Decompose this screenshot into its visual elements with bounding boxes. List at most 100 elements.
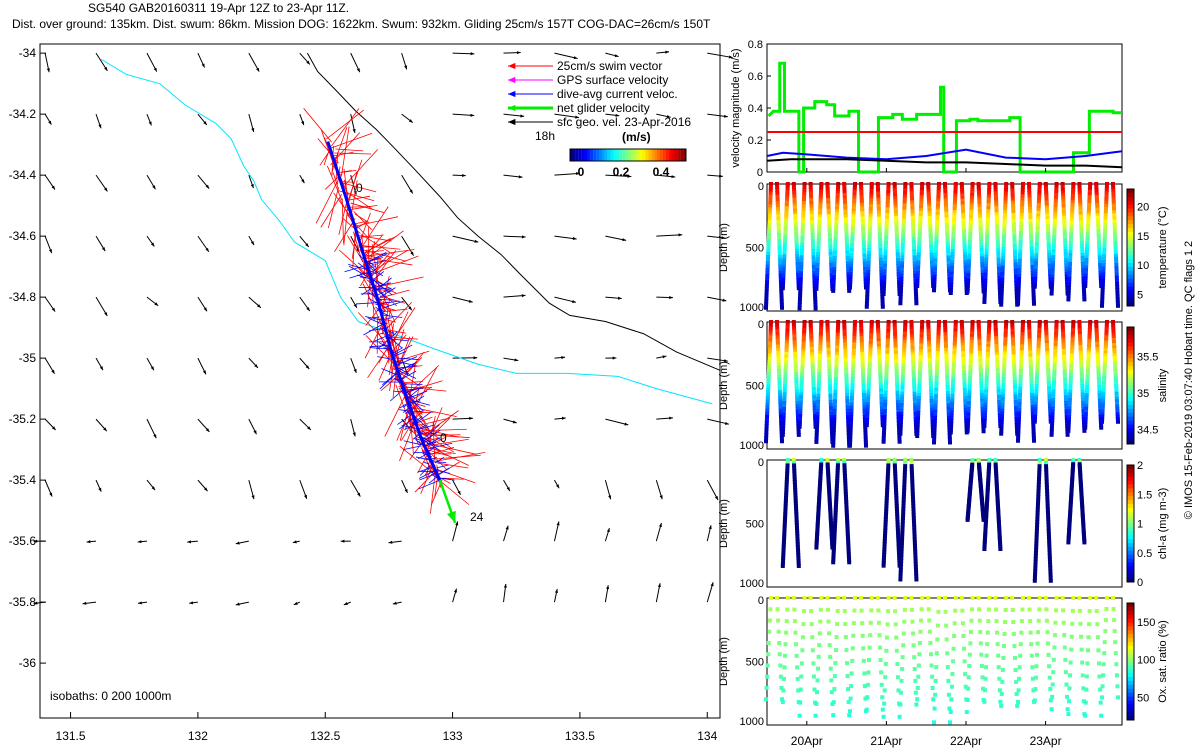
- colorbar-tick-label: 0.2: [613, 165, 630, 179]
- profile-point: [796, 280, 801, 285]
- profile-point: [1046, 523, 1051, 528]
- profile-point: [977, 193, 982, 198]
- profile-point: [879, 263, 884, 268]
- profile-point: [784, 477, 789, 482]
- geo-velocity-arrow-head: [305, 365, 310, 369]
- profile-point: [1028, 224, 1033, 229]
- profile-point: [794, 380, 799, 385]
- profile-point: [869, 194, 874, 199]
- profile-point: [1101, 278, 1106, 283]
- profile-point: [1103, 358, 1108, 363]
- profile-point: [894, 487, 899, 492]
- profile-point: [885, 471, 890, 476]
- profile-point: [1045, 221, 1050, 226]
- profile-point: [1068, 241, 1073, 246]
- profile-point: [798, 411, 803, 416]
- profile-point: [1048, 566, 1053, 571]
- profile-point: [1028, 356, 1033, 361]
- profile-point: [765, 277, 770, 282]
- profile-point: [764, 299, 769, 304]
- profile-point: [910, 473, 915, 478]
- profile-point: [927, 346, 932, 351]
- profile-point: [902, 206, 907, 211]
- profile-point: [977, 195, 982, 200]
- profile-point: [1000, 408, 1005, 413]
- profile-point: [818, 198, 823, 203]
- profile-point: [875, 185, 880, 190]
- profile-point: [1002, 368, 1007, 373]
- profile-point: [884, 378, 889, 383]
- profile-point: [884, 221, 889, 226]
- profile-point: [909, 194, 914, 199]
- profile-point: [1115, 294, 1120, 299]
- profile-colorbar-segment: [1127, 302, 1134, 307]
- profile-point: [900, 516, 905, 521]
- profile-point: [1030, 264, 1035, 269]
- profile-point: [968, 234, 973, 239]
- colorbar-segment: [657, 149, 660, 161]
- colorbar-segment: [584, 149, 588, 161]
- profile-point: [1010, 188, 1015, 193]
- profile-point: [976, 320, 981, 324]
- geo-velocity-arrow-head: [474, 239, 479, 243]
- profile-point: [918, 355, 923, 360]
- profile-point: [899, 397, 904, 402]
- geo-velocity-arrow: [605, 418, 629, 426]
- profile-point: [860, 211, 865, 216]
- profile-point: [1079, 238, 1084, 243]
- profile-point: [918, 349, 923, 354]
- profile-point: [783, 366, 788, 371]
- profile-point: [793, 351, 798, 356]
- profile-point: [1051, 400, 1056, 405]
- profile-point: [852, 189, 857, 194]
- swim-vector: [326, 132, 373, 150]
- profile-point: [795, 528, 800, 533]
- swim-vector: [440, 481, 470, 505]
- profile-point: [982, 287, 987, 292]
- profile-point: [1046, 368, 1051, 373]
- profile-point: [1010, 328, 1015, 333]
- profile-point: [1019, 212, 1024, 217]
- profile-point: [796, 432, 801, 437]
- profile-point: [1033, 261, 1038, 266]
- profile-point: [995, 354, 1000, 359]
- profile-point: [825, 460, 830, 465]
- profile-point: [1049, 291, 1054, 296]
- profile-point: [1084, 252, 1089, 257]
- profile-point: [1028, 221, 1033, 226]
- profile-point: [868, 216, 873, 221]
- geo-velocity-arrow-head: [606, 528, 610, 533]
- profile-point: [797, 416, 802, 421]
- profile-point: [1095, 200, 1100, 205]
- profile-point: [950, 251, 955, 256]
- profile-point: [876, 210, 881, 215]
- profile-point: [996, 508, 1001, 513]
- profile-point: [1082, 428, 1087, 433]
- profile-point: [993, 462, 998, 467]
- profile-point: [785, 187, 790, 192]
- profile-point: [798, 274, 803, 279]
- profile-point: [1077, 460, 1082, 465]
- profile-point: [817, 225, 822, 230]
- profile-point: [801, 338, 806, 343]
- profile-point: [1017, 405, 1022, 410]
- profile-point: [1004, 320, 1009, 324]
- swim-vector: [344, 149, 378, 186]
- profile-point: [1017, 396, 1022, 401]
- profile-point: [793, 208, 798, 213]
- profile-point: [843, 486, 848, 491]
- profile-point: [829, 534, 834, 539]
- profile-point: [962, 382, 967, 387]
- profile-point: [1112, 206, 1117, 211]
- geo-velocity-arrow-head: [555, 484, 560, 489]
- geo-velocity-arrow-head: [506, 486, 510, 491]
- profile-point: [983, 263, 988, 268]
- swim-vector: [398, 385, 447, 392]
- profile-point: [863, 437, 868, 442]
- profile-point: [1011, 219, 1016, 224]
- profile-point: [1069, 235, 1074, 240]
- profile-point: [1079, 220, 1084, 225]
- profile-point: [879, 388, 884, 393]
- swim-vector: [395, 384, 411, 423]
- profile-point: [903, 182, 908, 186]
